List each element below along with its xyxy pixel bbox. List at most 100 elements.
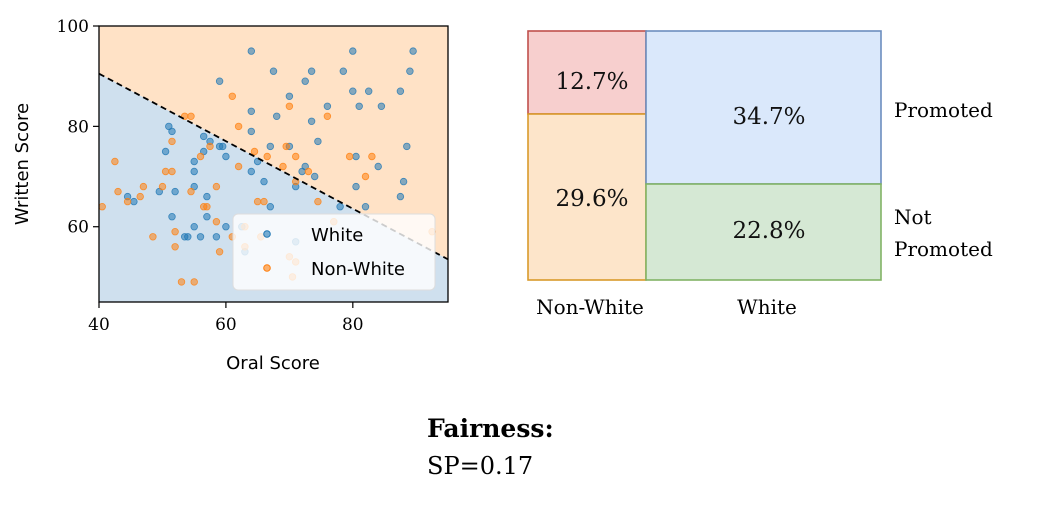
- point-non-white-5: [323, 112, 332, 120]
- point-non-white-18: [234, 162, 243, 171]
- point-non-white-14: [368, 152, 376, 161]
- mosaic-col-label-non-white: Non-White: [536, 295, 644, 319]
- point-white-64: [180, 233, 189, 241]
- point-non-white-17: [361, 172, 370, 181]
- point-white-38: [190, 167, 198, 176]
- point-white-32: [222, 152, 230, 161]
- point-white-3: [406, 67, 414, 75]
- point-non-white-4: [234, 122, 243, 131]
- point-non-white-29: [123, 197, 132, 206]
- x-tick-label-60: 60: [215, 315, 237, 335]
- cell-non-white-not-promoted: [527, 113, 647, 281]
- point-white-42: [260, 177, 268, 186]
- point-non-white-41: [215, 248, 224, 256]
- point-non-white-24: [139, 182, 148, 191]
- point-non-white-26: [187, 187, 195, 196]
- fairness-value: SP=0.17: [427, 452, 533, 480]
- point-non-white-13: [345, 152, 354, 161]
- point-non-white-32: [203, 202, 211, 211]
- point-white-65: [196, 233, 205, 241]
- cell-white-not-promoted: [645, 183, 882, 281]
- point-white-11: [396, 87, 405, 95]
- point-non-white-25: [158, 182, 167, 191]
- point-white-5: [307, 67, 316, 75]
- point-non-white-35: [314, 197, 322, 206]
- point-white-21: [247, 127, 255, 136]
- point-white-15: [323, 102, 332, 110]
- point-non-white-40: [171, 243, 179, 251]
- fairness-block: Fairness: SP=0.17: [427, 414, 554, 480]
- point-white-56: [203, 212, 211, 221]
- point-non-white-12: [292, 152, 300, 161]
- fairness-title: Fairness:: [427, 414, 554, 443]
- x-tick-label-80: 80: [342, 315, 364, 335]
- point-non-white-23: [114, 187, 122, 196]
- point-non-white-48: [190, 278, 198, 286]
- point-non-white-10: [196, 152, 205, 161]
- mosaic-col-label-white: White: [737, 295, 797, 319]
- point-non-white-8: [168, 137, 176, 146]
- point-white-2: [409, 47, 417, 55]
- point-white-24: [314, 137, 322, 146]
- plot-frame: [98, 25, 449, 303]
- point-white-40: [298, 167, 306, 176]
- point-white-50: [396, 192, 405, 201]
- point-non-white-36: [212, 217, 221, 226]
- point-white-31: [161, 147, 170, 156]
- point-non-white-7: [282, 142, 290, 151]
- legend-label-non-white: Non-White: [311, 259, 405, 280]
- point-non-white-6: [250, 147, 259, 156]
- point-white-16: [247, 107, 255, 115]
- point-non-white-21: [111, 157, 119, 166]
- point-non-white-34: [260, 197, 268, 206]
- point-white-37: [374, 162, 382, 171]
- y-tick-label-60: 60: [67, 218, 89, 238]
- legend-box: [232, 213, 436, 291]
- mosaic-row-label-not-promoted-line2: Promoted: [894, 237, 993, 261]
- point-non-white-33: [253, 197, 262, 206]
- decision-boundary-line: [99, 72, 448, 261]
- point-non-white-11: [263, 152, 271, 161]
- region-above-boundary: [99, 26, 448, 260]
- point-white-44: [352, 182, 360, 191]
- point-white-6: [339, 67, 347, 75]
- point-white-26: [218, 142, 227, 151]
- point-white-14: [355, 102, 363, 110]
- point-non-white-30: [99, 203, 106, 211]
- point-white-46: [171, 187, 179, 196]
- mosaic-plot: 12.7% 29.6% 34.7% 22.8% Non-White White …: [527, 30, 993, 319]
- point-white-13: [377, 102, 386, 110]
- x-axis-label: Oral Score: [226, 353, 320, 374]
- point-white-4: [269, 67, 278, 75]
- point-white-57: [361, 202, 370, 211]
- point-white-12: [285, 92, 294, 100]
- point-non-white-15: [279, 162, 287, 171]
- y-axis-label: Written Score: [12, 103, 33, 225]
- mosaic-row-label-promoted: Promoted: [894, 98, 993, 122]
- point-white-49: [203, 192, 211, 201]
- point-non-white-16: [304, 167, 313, 176]
- point-white-1: [349, 47, 357, 55]
- y-tick-label-80: 80: [67, 117, 89, 137]
- point-white-9: [349, 87, 357, 95]
- point-white-55: [168, 212, 176, 221]
- point-white-41: [311, 172, 319, 181]
- legend-label-white: White: [311, 225, 363, 246]
- point-non-white-1: [285, 102, 294, 110]
- point-white-62: [212, 233, 221, 241]
- y-axis-ticks: 60 80 100: [57, 17, 99, 238]
- point-white-58: [222, 222, 230, 231]
- cell-white-promoted: [645, 30, 882, 185]
- point-white-17: [273, 112, 281, 120]
- mosaic-row-label-not-promoted-line1: Not: [894, 205, 932, 229]
- point-white-39: [247, 167, 255, 176]
- cell-label-non-white-not-promoted: 29.6%: [555, 186, 628, 212]
- point-non-white-28: [136, 192, 144, 201]
- point-non-white-20: [168, 167, 176, 176]
- point-non-white-50: [171, 227, 179, 236]
- legend-marker-non-white: [263, 264, 271, 272]
- point-non-white-0: [228, 92, 236, 100]
- point-white-27: [266, 142, 274, 151]
- point-white-0: [247, 47, 255, 55]
